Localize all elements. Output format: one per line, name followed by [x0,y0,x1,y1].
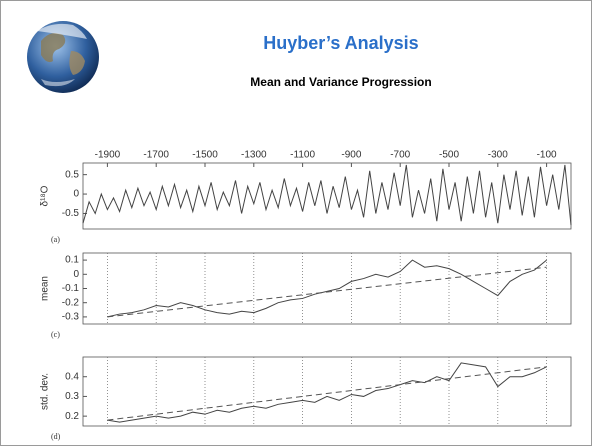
data-line [82,164,572,226]
x-tick-label: -300 [488,150,508,161]
x-tick-label: -900 [341,150,361,161]
y-tick-label: -0.1 [62,283,80,294]
data-line [107,362,547,423]
x-tick-label: -1100 [290,150,315,161]
trend-line [107,266,547,318]
x-tick-label: -1900 [95,150,121,161]
x-tick-label: -1700 [143,150,169,161]
y-tick-label: 0.3 [65,391,79,402]
y-tick-label: -0.5 [62,208,80,219]
x-tick-label: -500 [439,150,459,161]
y-tick-label: -0.2 [62,297,80,308]
plot-frame [82,356,572,427]
x-tick-label: -700 [390,150,410,161]
x-tick-label: -1500 [192,150,218,161]
trend-line [107,366,547,421]
panel-label: (d) [51,432,61,441]
y-axis-label: mean [40,276,51,301]
y-axis-label: δ¹⁸O [40,185,51,206]
y-tick-label: 0.4 [65,371,79,382]
y-tick-label: 0.1 [65,255,79,266]
globe-icon [27,21,99,93]
data-line [107,259,547,318]
x-tick-label: -100 [537,150,557,161]
panel-label: (c) [51,330,60,339]
y-axis-label: std. dev. [40,373,51,410]
panel-label: (a) [51,235,60,244]
slide-title: Huyber’s Analysis [263,33,418,53]
y-tick-label: 0 [73,269,79,280]
plot-frame [82,162,572,230]
y-tick-label: -0.3 [62,312,80,323]
y-tick-label: 0.2 [65,411,79,422]
y-tick-label: 0 [73,189,79,200]
x-tick-label: -1300 [241,150,267,161]
slide-subtitle: Mean and Variance Progression [250,75,431,89]
y-tick-label: 0.5 [65,169,79,180]
